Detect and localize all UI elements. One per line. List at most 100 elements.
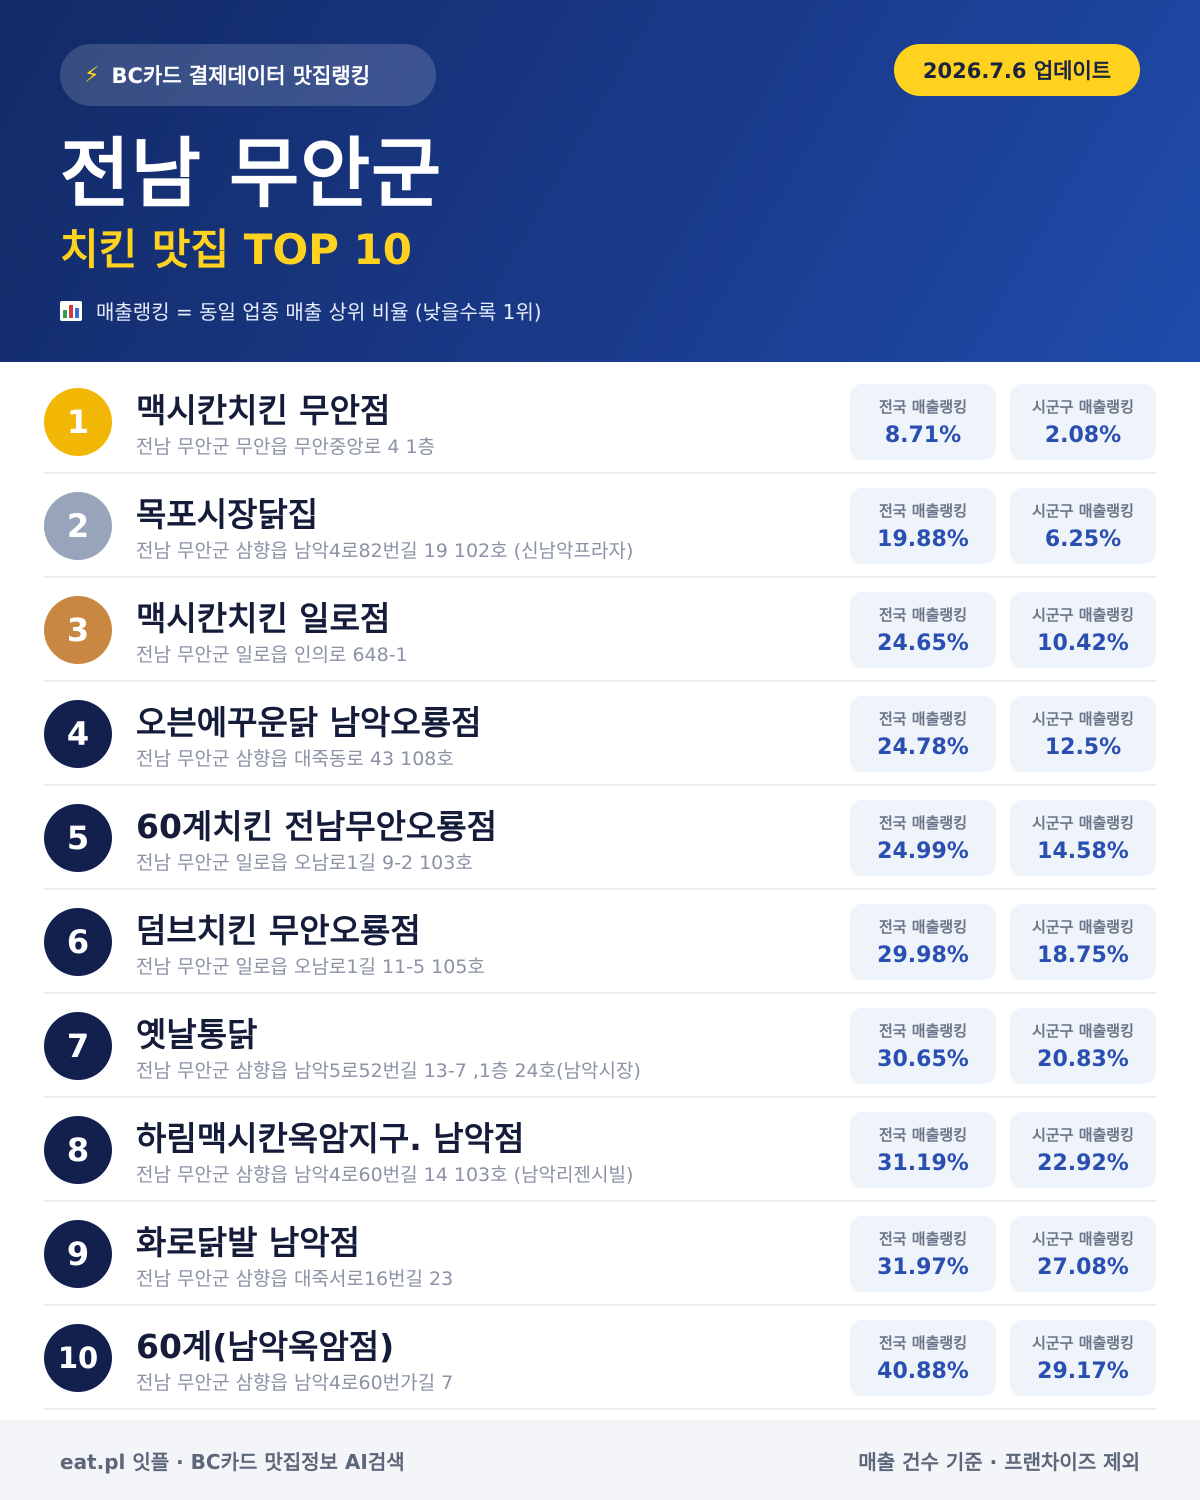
page-title: 전남 무안군 (60, 129, 443, 218)
rank-badge: 4 (44, 700, 112, 768)
rank-badge: 2 (44, 492, 112, 560)
legend-text: 매출랭킹 = 동일 업종 매출 상위 비율 (낮을수록 1위) (96, 300, 542, 324)
national-rank-box: 전국 매출랭킹 24.65% (850, 592, 996, 668)
local-rank-label: 시군구 매출랭킹 (1032, 918, 1134, 936)
national-rank-box: 전국 매출랭킹 24.78% (850, 696, 996, 772)
national-rank-box: 전국 매출랭킹 29.98% (850, 904, 996, 980)
local-rank-box: 시군구 매출랭킹 18.75% (1010, 904, 1156, 980)
national-rank-value: 31.19% (877, 1151, 969, 1176)
store-address: 전남 무안군 일로읍 인의로 648-1 (136, 644, 408, 666)
local-rank-label: 시군구 매출랭킹 (1032, 710, 1134, 728)
local-rank-box: 시군구 매출랭킹 10.42% (1010, 592, 1156, 668)
list-item[interactable]: 5 60계치킨 전남무안오룡점 전남 무안군 일로읍 오남로1길 9-2 103… (44, 786, 1156, 890)
local-rank-label: 시군구 매출랭킹 (1032, 814, 1134, 832)
national-rank-box: 전국 매출랭킹 24.99% (850, 800, 996, 876)
national-rank-label: 전국 매출랭킹 (878, 502, 968, 520)
rank-badge: 10 (44, 1324, 112, 1392)
store-address: 전남 무안군 삼향읍 대죽서로16번길 23 (136, 1268, 454, 1290)
national-rank-value: 31.97% (877, 1255, 969, 1280)
list-item[interactable]: 2 목포시장닭집 전남 무안군 삼향읍 남악4로82번길 19 102호 (신남… (44, 474, 1156, 578)
source-badge: ⚡ BC카드 결제데이터 맛집랭킹 (60, 44, 436, 106)
local-rank-value: 20.83% (1037, 1047, 1129, 1072)
local-rank-value: 18.75% (1037, 943, 1129, 968)
local-rank-value: 10.42% (1037, 631, 1129, 656)
store-address: 전남 무안군 무안읍 무안중앙로 4 1층 (136, 436, 436, 458)
local-rank-value: 29.17% (1037, 1359, 1129, 1384)
store-address: 전남 무안군 삼향읍 남악4로60번길 14 103호 (남악리젠시빌) (136, 1164, 634, 1186)
local-rank-value: 14.58% (1037, 839, 1129, 864)
store-name[interactable]: 맥시칸치킨 무안점 (136, 391, 391, 430)
local-rank-box: 시군구 매출랭킹 29.17% (1010, 1320, 1156, 1396)
local-rank-label: 시군구 매출랭킹 (1032, 398, 1134, 416)
local-rank-label: 시군구 매출랭킹 (1032, 1126, 1134, 1144)
local-rank-value: 27.08% (1037, 1255, 1129, 1280)
local-rank-box: 시군구 매출랭킹 20.83% (1010, 1008, 1156, 1084)
rank-badge: 1 (44, 388, 112, 456)
rank-badge: 7 (44, 1012, 112, 1080)
list-item[interactable]: 8 하림맥시칸옥암지구. 남악점 전남 무안군 삼향읍 남악4로60번길 14 … (44, 1098, 1156, 1202)
national-rank-box: 전국 매출랭킹 19.88% (850, 488, 996, 564)
store-name[interactable]: 60계치킨 전남무안오룡점 (136, 807, 498, 846)
rank-badge: 9 (44, 1220, 112, 1288)
source-label: BC카드 결제데이터 맛집랭킹 (111, 64, 371, 88)
list-item[interactable]: 1 맥시칸치킨 무안점 전남 무안군 무안읍 무안중앙로 4 1층 전국 매출랭… (44, 370, 1156, 474)
store-name[interactable]: 60계(남악옥암점) (136, 1327, 395, 1366)
list-item[interactable]: 6 덤브치킨 무안오룡점 전남 무안군 일로읍 오남로1길 11-5 105호 … (44, 890, 1156, 994)
national-rank-value: 30.65% (877, 1047, 969, 1072)
list-item[interactable]: 3 맥시칸치킨 일로점 전남 무안군 일로읍 인의로 648-1 전국 매출랭킹… (44, 578, 1156, 682)
national-rank-box: 전국 매출랭킹 40.88% (850, 1320, 996, 1396)
store-name[interactable]: 덤브치킨 무안오룡점 (136, 911, 421, 950)
local-rank-box: 시군구 매출랭킹 2.08% (1010, 384, 1156, 460)
local-rank-label: 시군구 매출랭킹 (1032, 1022, 1134, 1040)
store-address: 전남 무안군 일로읍 오남로1길 9-2 103호 (136, 852, 473, 874)
store-name[interactable]: 옛날통닭 (136, 1015, 258, 1054)
store-name[interactable]: 오븐에꾸운닭 남악오룡점 (136, 703, 482, 742)
rank-badge: 6 (44, 908, 112, 976)
local-rank-box: 시군구 매출랭킹 14.58% (1010, 800, 1156, 876)
footer: eat.pl 잇플 · BC카드 맛집정보 AI검색 매출 건수 기준 · 프랜… (0, 1420, 1200, 1500)
footer-note: 매출 건수 기준 · 프랜차이즈 제외 (858, 1449, 1140, 1474)
update-badge: 2026.7.6 업데이트 (894, 44, 1140, 96)
local-rank-label: 시군구 매출랭킹 (1032, 1334, 1134, 1352)
local-rank-label: 시군구 매출랭킹 (1032, 606, 1134, 624)
local-rank-label: 시군구 매출랭킹 (1032, 1230, 1134, 1248)
local-rank-box: 시군구 매출랭킹 12.5% (1010, 696, 1156, 772)
national-rank-label: 전국 매출랭킹 (878, 918, 968, 936)
national-rank-box: 전국 매출랭킹 8.71% (850, 384, 996, 460)
ranking-list: 1 맥시칸치킨 무안점 전남 무안군 무안읍 무안중앙로 4 1층 전국 매출랭… (44, 370, 1156, 1410)
national-rank-label: 전국 매출랭킹 (878, 398, 968, 416)
list-item[interactable]: 10 60계(남악옥암점) 전남 무안군 삼향읍 남악4로60번가길 7 전국 … (44, 1306, 1156, 1410)
page-subtitle: 치킨 맛집 TOP 10 (60, 225, 413, 274)
national-rank-value: 19.88% (877, 527, 969, 552)
national-rank-value: 24.65% (877, 631, 969, 656)
national-rank-label: 전국 매출랭킹 (878, 814, 968, 832)
local-rank-box: 시군구 매출랭킹 27.08% (1010, 1216, 1156, 1292)
national-rank-box: 전국 매출랭킹 31.19% (850, 1112, 996, 1188)
list-item[interactable]: 7 옛날통닭 전남 무안군 삼향읍 남악5로52번길 13-7 ,1층 24호(… (44, 994, 1156, 1098)
national-rank-value: 8.71% (884, 423, 962, 448)
rank-badge: 8 (44, 1116, 112, 1184)
national-rank-box: 전국 매출랭킹 31.97% (850, 1216, 996, 1292)
national-rank-value: 40.88% (877, 1359, 969, 1384)
national-rank-label: 전국 매출랭킹 (878, 1022, 968, 1040)
national-rank-label: 전국 매출랭킹 (878, 1334, 968, 1352)
store-name[interactable]: 목포시장닭집 (136, 495, 319, 534)
local-rank-value: 22.92% (1037, 1151, 1129, 1176)
rank-badge: 5 (44, 804, 112, 872)
national-rank-label: 전국 매출랭킹 (878, 1230, 968, 1248)
national-rank-label: 전국 매출랭킹 (878, 1126, 968, 1144)
store-name[interactable]: 맥시칸치킨 일로점 (136, 599, 391, 638)
national-rank-value: 24.99% (877, 839, 969, 864)
list-item[interactable]: 9 화로닭발 남악점 전남 무안군 삼향읍 대죽서로16번길 23 전국 매출랭… (44, 1202, 1156, 1306)
rank-badge: 3 (44, 596, 112, 664)
local-rank-box: 시군구 매출랭킹 6.25% (1010, 488, 1156, 564)
local-rank-value: 12.5% (1044, 735, 1122, 760)
store-address: 전남 무안군 삼향읍 대죽동로 43 108호 (136, 748, 454, 770)
store-address: 전남 무안군 일로읍 오남로1길 11-5 105호 (136, 956, 485, 978)
national-rank-label: 전국 매출랭킹 (878, 710, 968, 728)
legend-note: 매출랭킹 = 동일 업종 매출 상위 비율 (낮을수록 1위) (60, 296, 542, 325)
national-rank-label: 전국 매출랭킹 (878, 606, 968, 624)
store-name[interactable]: 하림맥시칸옥암지구. 남악점 (136, 1119, 525, 1158)
store-name[interactable]: 화로닭발 남악점 (136, 1223, 361, 1262)
list-item[interactable]: 4 오븐에꾸운닭 남악오룡점 전남 무안군 삼향읍 대죽동로 43 108호 전… (44, 682, 1156, 786)
